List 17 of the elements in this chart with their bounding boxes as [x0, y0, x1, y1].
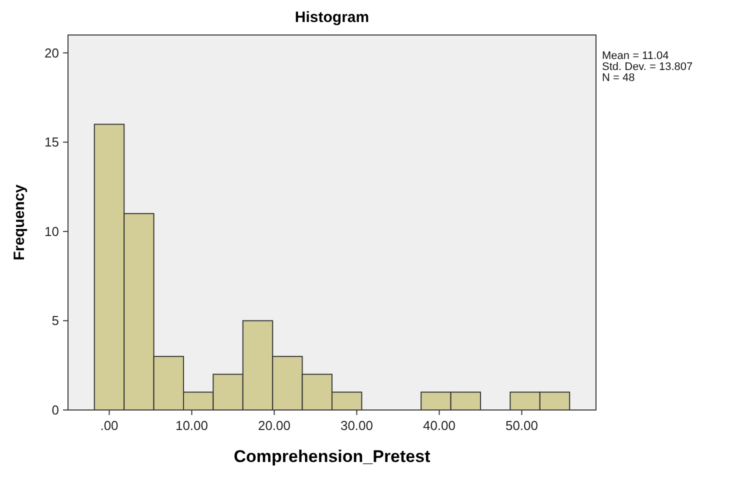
y-tick-label: 10: [44, 224, 59, 239]
x-tick-label: 10.00: [175, 418, 208, 433]
x-tick-label: 20.00: [258, 418, 291, 433]
y-tick-label: 5: [52, 313, 59, 328]
x-tick-label: 40.00: [422, 418, 456, 433]
y-tick-label: 20: [44, 45, 59, 60]
x-tick-label: 30.00: [340, 418, 374, 433]
chart-title: Histogram: [294, 9, 370, 26]
y-axis-title: Frequency: [11, 184, 28, 260]
x-tick-label: 50.00: [505, 418, 538, 433]
x-axis-title: Comprehension_Pretest: [234, 447, 431, 466]
y-tick-label: 15: [44, 134, 59, 150]
x-tick-label: .00: [100, 418, 118, 433]
y-tick-label: 0: [52, 402, 59, 418]
text: N = 48: [602, 72, 635, 84]
text: Std. Dev. = 13.807: [602, 61, 693, 73]
text: Mean = 11.04: [602, 50, 669, 62]
